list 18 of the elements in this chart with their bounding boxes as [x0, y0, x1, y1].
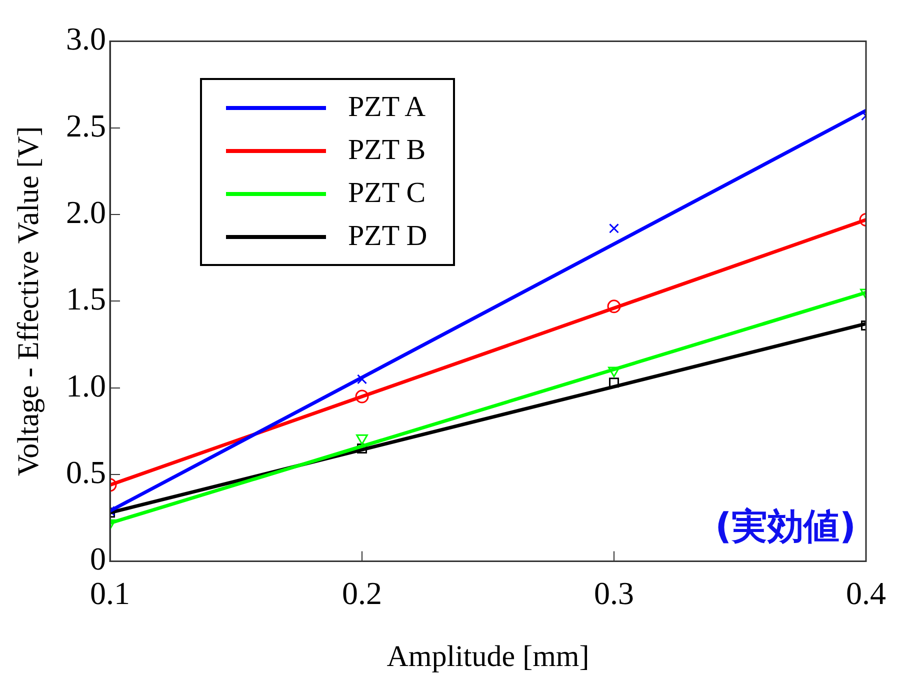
x-tick-label: 0.3: [594, 575, 634, 612]
x-axis-title: Amplitude [mm]: [386, 640, 590, 673]
y-tick-label: 1.5: [66, 280, 106, 317]
x-tick-label: 0.1: [90, 575, 130, 612]
y-tick-label: 0.5: [66, 454, 106, 490]
y-tick-label: 2.0: [66, 194, 106, 230]
x-tick-label: 0.4: [846, 575, 886, 612]
legend-label: PZT D: [348, 220, 428, 253]
legend-label: PZT A: [348, 91, 426, 124]
annotation: (実効値): [715, 506, 856, 548]
y-tick-label: 1.0: [66, 367, 106, 404]
legend-label: PZT B: [348, 134, 426, 167]
y-tick-label: 2.5: [66, 107, 106, 144]
x-tick-label: 0.2: [342, 575, 382, 612]
y-axis-title: Voltage - Effective Value [V]: [12, 126, 45, 476]
y-tick-label: 0: [90, 540, 106, 577]
legend-label: PZT C: [348, 177, 426, 210]
y-tick-label: 3.0: [66, 20, 106, 57]
